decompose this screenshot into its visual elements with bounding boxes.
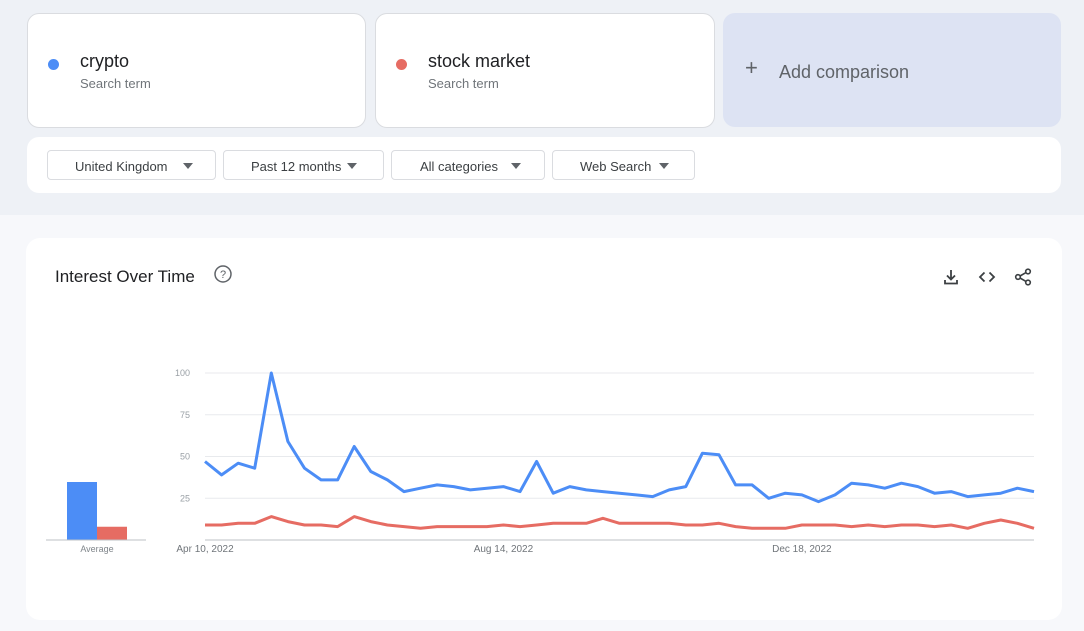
add-comparison-label: Add comparison [779, 62, 910, 82]
search-term-card-crypto[interactable]: crypto Search term [27, 13, 366, 128]
category-filter-label: All categories [420, 159, 499, 174]
x-tick-label: Apr 10, 2022 [176, 544, 234, 555]
series-line-crypto [204, 371, 1035, 504]
y-tick-label: 100 [175, 368, 190, 378]
search-term-name[interactable]: stock market [428, 51, 531, 71]
search-term-subtitle: Search term [428, 76, 499, 91]
average-bar-crypto [67, 482, 97, 540]
series-color-dot [48, 59, 59, 70]
download-icon[interactable] [942, 268, 960, 286]
interest-over-time-card: Interest Over Time ? Average 25 50 75 100 A… [26, 238, 1062, 620]
y-tick-label: 25 [180, 493, 190, 503]
plus-icon: + [745, 55, 758, 80]
x-tick-label: Aug 14, 2022 [474, 544, 534, 555]
chevron-down-icon [183, 163, 193, 169]
series-color-dot [396, 59, 407, 70]
svg-text:?: ? [220, 269, 226, 281]
chart-title: Interest Over Time [55, 267, 195, 286]
x-tick-label: Dec 18, 2022 [772, 544, 832, 555]
add-comparison-button[interactable]: + Add comparison [723, 13, 1061, 127]
chevron-down-icon [659, 163, 669, 169]
search-type-filter-label: Web Search [580, 159, 652, 174]
series-line-stock-market [205, 515, 1035, 530]
average-bar-stock-market [97, 526, 127, 540]
time-range-filter-dropdown[interactable]: Past 12 months [223, 150, 384, 180]
search-term-name[interactable]: crypto [80, 51, 130, 71]
region-filter-dropdown[interactable]: United Kingdom [47, 150, 216, 180]
filter-bar: United Kingdom Past 12 months All catego… [27, 137, 1061, 193]
search-term-card-stock-market[interactable]: stock market Search term [375, 13, 715, 128]
y-tick-label: 75 [180, 410, 190, 420]
search-type-filter-dropdown[interactable]: Web Search [552, 150, 695, 180]
y-tick-label: 50 [180, 452, 190, 462]
region-filter-label: United Kingdom [75, 159, 168, 174]
search-term-subtitle: Search term [80, 76, 151, 91]
interest-line-chart: 25 50 75 100 Apr 10, 2022 Aug 14, 2022 Dec 18… [175, 368, 1035, 555]
time-range-filter-label: Past 12 months [251, 159, 342, 174]
average-label: Average [80, 544, 114, 554]
chevron-down-icon [511, 163, 521, 169]
average-bars [46, 482, 146, 541]
help-icon[interactable]: ? [214, 265, 232, 283]
share-icon[interactable] [1014, 268, 1032, 286]
embed-icon[interactable] [978, 268, 996, 286]
chevron-down-icon [347, 163, 357, 169]
category-filter-dropdown[interactable]: All categories [391, 150, 545, 180]
